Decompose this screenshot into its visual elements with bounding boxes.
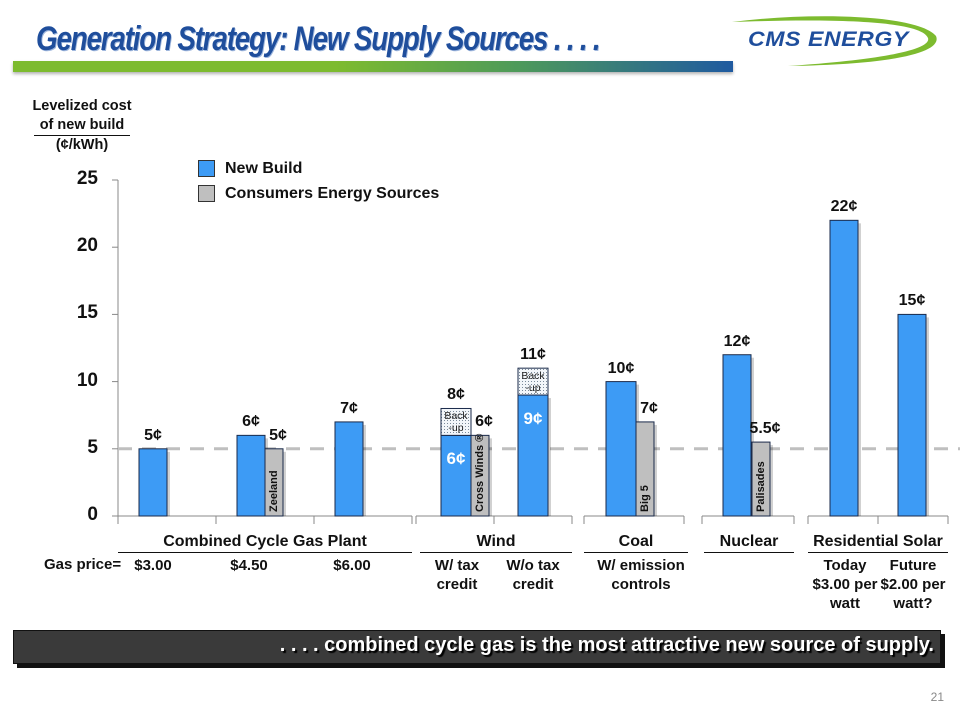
slide-title: Generation Strategy: New Supply Sources … [36, 20, 601, 58]
category-sublabel: W/ tax credit [435, 556, 479, 594]
y-tick-label: 5 [87, 436, 98, 458]
y-tick-label: 25 [76, 168, 98, 189]
category-sublabel-line: $3.00 [134, 557, 172, 574]
bar-value-label: 7¢ [340, 399, 358, 417]
legend-item-new-build: New Build [198, 156, 439, 181]
category-sublabel: W/ emission controls [597, 556, 685, 594]
bar-value-label: 9¢ [523, 409, 543, 429]
bar-value-label: 5¢ [269, 426, 287, 444]
logo-swoosh-icon [732, 16, 937, 66]
category-sublabel: Future $2.00 per watt? [880, 556, 945, 613]
category-sublabel-line: watt [829, 595, 860, 612]
y-tick-label: 10 [76, 369, 98, 391]
bar-solar-today [829, 219, 859, 517]
conclusion-text: . . . . combined cycle gas is the most a… [279, 634, 934, 656]
bar-value-label: 6¢ [242, 413, 260, 431]
category-group-nuclear: Nuclear [704, 532, 794, 553]
bar-value-label: 5¢ [144, 426, 162, 444]
backup-label-line: Back [444, 410, 468, 423]
chart-legend: New Build Consumers Energy Sources [198, 156, 439, 206]
bar-solar-future [897, 313, 927, 517]
bar-value-label: 6¢ [446, 449, 466, 469]
bar-zeeland [264, 448, 284, 517]
y-axis-label-line-2: of new build [33, 116, 131, 136]
bar-cross-winds [470, 434, 490, 517]
bar-value-label: 5.5¢ [749, 420, 781, 438]
category-sublabel-line: credit [512, 576, 554, 593]
category-sublabel: $6.00 [333, 556, 371, 575]
y-tick-label: 0 [87, 504, 98, 525]
category-sublabel-line: $3.00 per [812, 576, 878, 593]
y-tick-label: 15 [76, 302, 98, 324]
category-sublabel-line: W/ tax [434, 557, 480, 574]
bar-wind-w-o-tax-credit [517, 394, 549, 517]
legend-label: Consumers Energy Sources [225, 184, 440, 202]
backup-segment [440, 407, 472, 436]
bar-value-label: 22¢ [830, 198, 858, 216]
bar-value-label: 7¢ [640, 399, 658, 417]
bar-coal-w-emission-controls [605, 381, 637, 517]
bar-nuclear [722, 354, 752, 517]
bar-gas-3-00 [138, 448, 168, 517]
backup-label: Back -up [444, 410, 467, 434]
category-sublabel: Today $3.00 per watt [812, 556, 877, 613]
category-sublabel: $3.00 [134, 556, 172, 575]
bar-name-label: Big 5 [639, 485, 651, 512]
category-sublabel-line: controls [611, 576, 671, 593]
bar-value-label: 12¢ [723, 332, 751, 350]
category-sublabel-line: W/ emission [597, 557, 685, 574]
backup-segment [517, 367, 549, 396]
bar-value-label: 6¢ [475, 413, 493, 431]
backup-label-line: -up [448, 422, 464, 435]
category-group-residential-solar: Residential Solar [808, 532, 948, 553]
conclusion-banner: . . . . combined cycle gas is the most a… [13, 630, 941, 664]
category-sublabel-line: credit [436, 576, 478, 593]
bar-name-label: Zeeland [268, 470, 280, 512]
y-axis-label-line-3: (¢/kWh) [55, 137, 109, 153]
category-sublabel-line: $2.00 per [880, 576, 946, 593]
legend-swatch-new-build [198, 160, 215, 177]
backup-label: Back -up [521, 370, 544, 394]
category-sublabel-line: watt? [893, 595, 933, 612]
cms-energy-logo: CMS ENERGY [728, 14, 940, 68]
category-group-wind: Wind [420, 532, 572, 553]
bar-name-label: Cross Winds ® [474, 433, 486, 512]
category-sublabel: W/o tax credit [506, 556, 559, 594]
backup-label-line: Back [521, 370, 545, 383]
y-tick-label: 20 [76, 235, 98, 257]
category-group-combined-cycle-gas-plant: Combined Cycle Gas Plant [118, 532, 412, 553]
gas-price-label: Gas price= [44, 556, 122, 573]
bar-total-label: 8¢ [447, 386, 465, 404]
bar-chart [112, 179, 960, 524]
legend-label: New Build [225, 159, 303, 177]
category-sublabel-line: Future [889, 557, 937, 574]
bar-name-label: Palisades [755, 461, 767, 512]
bar-total-label: 11¢ [520, 346, 546, 364]
category-sublabel-line: W/o tax [506, 557, 560, 574]
category-group-coal: Coal [584, 532, 688, 553]
category-sublabel: $4.50 [230, 556, 268, 575]
bar-wind-w-tax-credit [440, 434, 472, 517]
legend-item-consumers-energy: Consumers Energy Sources [198, 181, 439, 206]
bar-big-5 [635, 421, 655, 517]
category-sublabel-line: $6.00 [333, 557, 371, 574]
page-number: 21 [930, 690, 944, 704]
logo-text: CMS ENERGY [748, 28, 909, 51]
bar-palisades [751, 441, 771, 517]
bar-value-label: 10¢ [607, 359, 635, 377]
y-axis-label-line-1: Levelized cost [32, 98, 132, 114]
bar-gas-6-00 [334, 421, 364, 517]
y-axis-label: Levelized cost of new build (¢/kWh) [20, 97, 144, 155]
category-sublabel-line: $4.50 [230, 557, 268, 574]
legend-swatch-consumers-energy [198, 185, 215, 202]
bar-gas-4-50 [236, 434, 266, 517]
bar-value-label: 15¢ [898, 292, 926, 310]
backup-label-line: -up [525, 382, 541, 395]
title-underline-bar [13, 61, 733, 72]
category-sublabel-line: Today [823, 557, 867, 574]
